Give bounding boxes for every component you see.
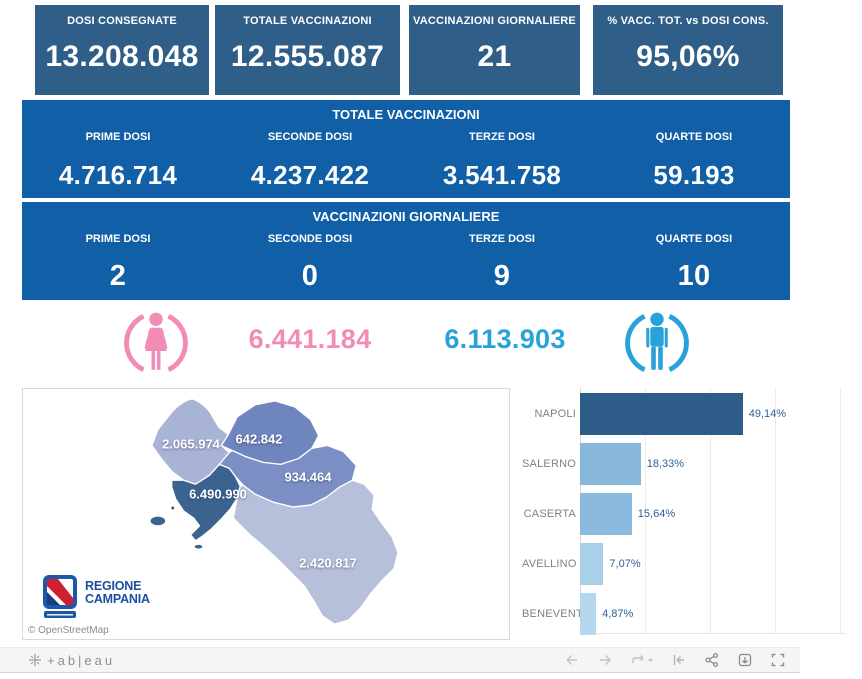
map-region-salerno[interactable] xyxy=(232,479,399,625)
regione-campania-emblem xyxy=(43,575,77,618)
map-region-napoli[interactable] xyxy=(171,463,241,542)
column-label: TERZE DOSI xyxy=(468,233,535,245)
tableau-logo[interactable]: +ab|eau xyxy=(28,653,115,668)
male-icon xyxy=(623,309,691,377)
map-value-benevento: 642.842 xyxy=(235,431,283,447)
kpi-value: 21 xyxy=(477,40,512,73)
kpi-value: 12.555.087 xyxy=(230,40,385,73)
female-total-value: 6.441.184 xyxy=(248,324,372,354)
bar-row-avellino: AVELLINO 7,07% xyxy=(522,539,862,589)
column-value: 59.193 xyxy=(653,160,735,190)
bar-row-salerno: SALERNO 18,33% xyxy=(522,439,862,489)
openstreetmap-attribution: © OpenStreetMap xyxy=(23,623,117,639)
totale-quarte-dosi: QUARTE DOSI 59.193 xyxy=(598,131,790,191)
bar-benevento[interactable] xyxy=(580,593,597,635)
bar-row-benevento: BENEVENTO 4,87% xyxy=(522,589,862,639)
column-value: 3.541.758 xyxy=(442,160,562,190)
giornaliere-quarte-dosi: QUARTE DOSI 10 xyxy=(598,233,790,293)
bar-value-label: 18,33% xyxy=(646,458,685,470)
bar-value-label: 49,14% xyxy=(748,408,787,420)
kpi-title: TOTALE VACCINAZIONI xyxy=(243,15,372,27)
column-label: QUARTE DOSI xyxy=(655,233,733,245)
column-label: QUARTE DOSI xyxy=(655,131,733,143)
bar-avellino[interactable] xyxy=(580,543,604,585)
redo-icon[interactable] xyxy=(597,652,613,668)
map-island-procida[interactable] xyxy=(169,505,176,511)
kpi-title: % VACC. TOT. vs DOSI CONS. xyxy=(607,15,769,27)
bar-value-label: 15,64% xyxy=(637,508,676,520)
map-value-napoli: 6.490.990 xyxy=(189,486,247,502)
column-value: 4.237.422 xyxy=(250,160,370,190)
female-icon xyxy=(122,309,190,377)
bar-category-label: BENEVENTO xyxy=(522,608,592,620)
bar-row-caserta: CASERTA 15,64% xyxy=(522,489,862,539)
bar-value-label: 4,87% xyxy=(602,608,634,620)
map-island-capri[interactable] xyxy=(193,543,204,550)
map-value-avellino: 934.464 xyxy=(284,469,332,485)
kpi-title: VACCINAZIONI GIORNALIERE xyxy=(413,15,576,27)
campania-map-panel: 2.065.974 642.842 934.464 6.490.990 2.42… xyxy=(22,388,510,640)
bar-category-label: SALERNO xyxy=(522,458,576,470)
column-label: SECONDE DOSI xyxy=(267,233,353,245)
bar-salerno[interactable] xyxy=(580,443,641,485)
male-total-value: 6.113.903 xyxy=(444,324,566,354)
giornaliere-terze-dosi: TERZE DOSI 9 xyxy=(406,233,598,293)
vaccinazioni-giornaliere-band: VACCINAZIONI GIORNALIERE PRIME DOSI 2 SE… xyxy=(22,202,790,300)
bar-napoli[interactable] xyxy=(580,393,743,435)
giornaliere-prime-dosi: PRIME DOSI 2 xyxy=(22,233,214,293)
giornaliere-seconde-dosi: SECONDE DOSI 0 xyxy=(214,233,406,293)
undo-icon[interactable] xyxy=(564,652,580,668)
download-icon[interactable] xyxy=(737,652,753,668)
column-value: 10 xyxy=(677,260,711,292)
column-value: 2 xyxy=(109,260,127,292)
share-icon[interactable] xyxy=(704,652,720,668)
map-island-ischia[interactable] xyxy=(149,515,167,527)
tableau-mark-icon xyxy=(29,654,41,666)
map-value-caserta: 2.065.974 xyxy=(162,436,220,452)
kpi-perc-vacc-vs-dosi: % VACC. TOT. vs DOSI CONS. 95,06% xyxy=(593,5,783,95)
column-label: PRIME DOSI xyxy=(85,131,151,143)
kpi-value: 95,06% xyxy=(636,40,740,73)
column-label: SECONDE DOSI xyxy=(267,131,353,143)
logo-text-line1: REGIONE xyxy=(85,579,142,593)
campania-choropleth xyxy=(149,398,399,625)
bar-category-label: AVELLINO xyxy=(522,558,577,570)
fullscreen-icon[interactable] xyxy=(770,652,786,668)
band-title: TOTALE VACCINAZIONI xyxy=(332,107,480,122)
kpi-title: DOSI CONSEGNATE xyxy=(67,15,177,27)
kpi-value: 13.208.048 xyxy=(45,40,199,73)
band-title: VACCINAZIONI GIORNALIERE xyxy=(312,209,500,224)
totale-seconde-dosi: SECONDE DOSI 4.237.422 xyxy=(214,131,406,191)
kpi-vaccinazioni-giornaliere: VACCINAZIONI GIORNALIERE 21 xyxy=(409,5,580,95)
totale-vaccinazioni-band: TOTALE VACCINAZIONI PRIME DOSI 4.716.714… xyxy=(22,100,790,198)
column-value: 4.716.714 xyxy=(58,160,178,190)
bar-row-napoli: NAPOLI 49,14% xyxy=(522,389,862,439)
bar-caserta[interactable] xyxy=(580,493,632,535)
bar-category-label: NAPOLI xyxy=(534,408,576,420)
kpi-totale-vaccinazioni: TOTALE VACCINAZIONI 12.555.087 xyxy=(215,5,400,95)
revert-icon[interactable] xyxy=(671,652,687,668)
totale-terze-dosi: TERZE DOSI 3.541.758 xyxy=(406,131,598,191)
kpi-dosi-consegnate: DOSI CONSEGNATE 13.208.048 xyxy=(35,5,209,95)
tableau-wordmark: +ab|eau xyxy=(47,652,116,668)
bar-value-label: 7,07% xyxy=(609,558,641,570)
column-label: PRIME DOSI xyxy=(85,233,151,245)
replay-icon[interactable] xyxy=(630,652,654,668)
tableau-toolbar: +ab|eau xyxy=(0,647,800,673)
totale-prime-dosi: PRIME DOSI 4.716.714 xyxy=(22,131,214,191)
logo-text-line2: CAMPANIA xyxy=(85,592,150,607)
bar-category-label: CASERTA xyxy=(523,508,576,520)
column-value: 9 xyxy=(493,260,511,292)
province-bar-chart: NAPOLI 49,14% SALERNO 18,33% CASERTA 15,… xyxy=(522,388,862,640)
column-label: TERZE DOSI xyxy=(468,131,535,143)
regione-campania-logo: REGIONE CAMPANIA xyxy=(43,575,150,621)
column-value: 0 xyxy=(301,260,319,292)
map-value-salerno: 2.420.817 xyxy=(299,555,357,571)
